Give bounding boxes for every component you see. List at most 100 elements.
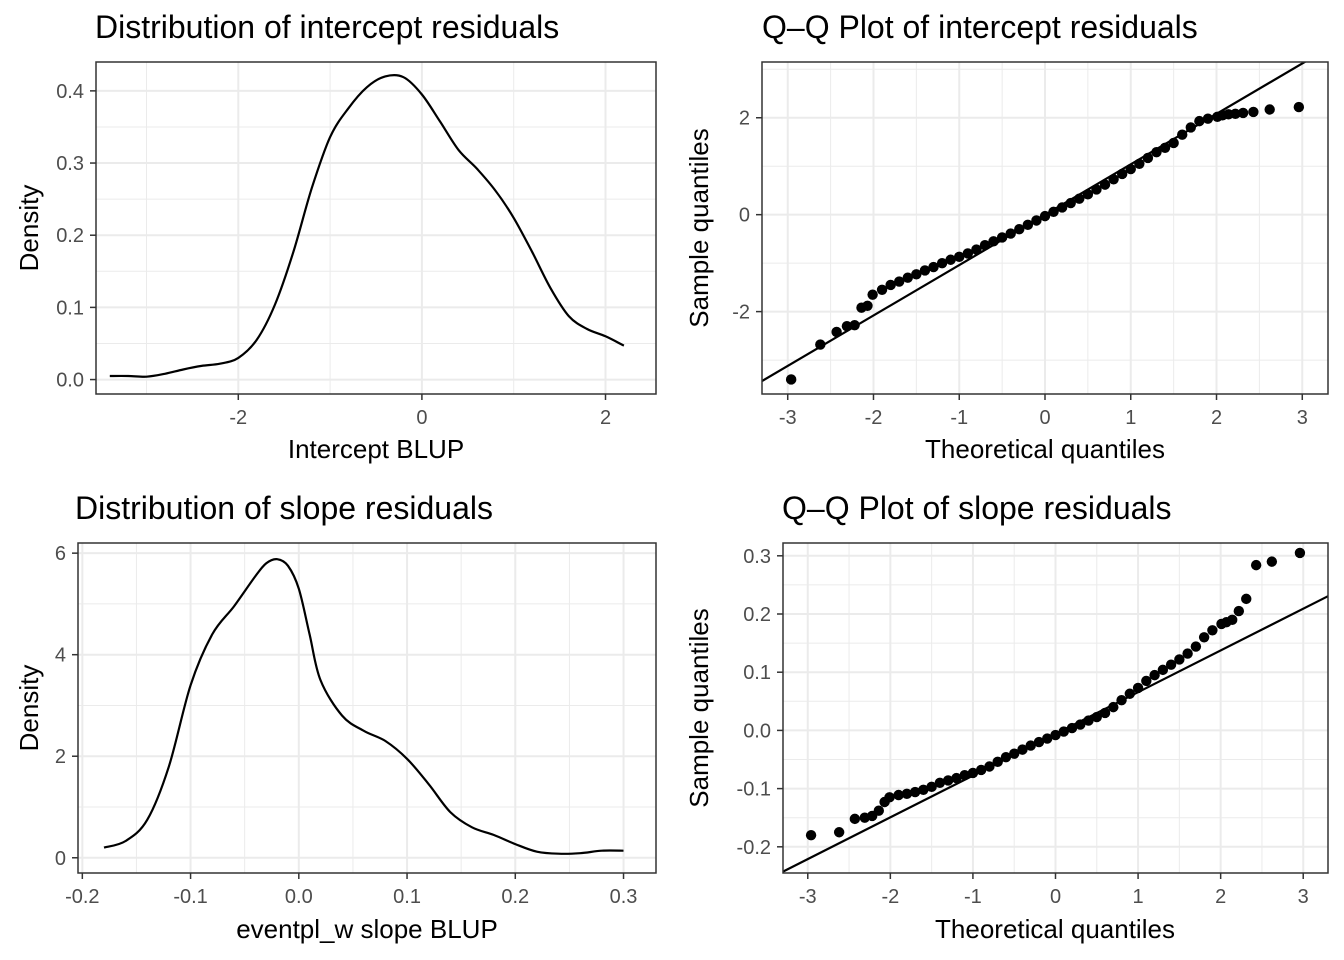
panel-intercept-density: Distribution of intercept residuals -2 0 2… <box>14 9 657 464</box>
gridlines <box>78 543 656 873</box>
qq-point <box>1025 740 1036 751</box>
qq-point <box>1227 614 1238 626</box>
panel-border <box>77 542 657 874</box>
qq-point <box>1014 224 1025 235</box>
qq-point <box>1074 193 1085 204</box>
qq-point <box>959 770 970 781</box>
qq-point <box>1177 129 1188 140</box>
qq-point <box>967 767 979 779</box>
qq-point <box>1091 184 1102 195</box>
qq-point <box>1250 559 1262 571</box>
y-tick-label: -2 <box>732 302 750 324</box>
qq-point <box>785 374 797 385</box>
y-tick-label: 0.1 <box>56 297 84 319</box>
qq-point <box>926 781 937 793</box>
qq-point <box>1083 715 1094 726</box>
x-tick-label: 0.1 <box>393 886 421 908</box>
x-axis-title: Intercept BLUP <box>288 434 464 464</box>
qq-point <box>1075 719 1086 730</box>
qq-point <box>1134 158 1145 169</box>
gridlines <box>96 62 656 394</box>
qq-point <box>1194 115 1205 127</box>
y-tick-label: 2 <box>55 746 66 768</box>
qq-point <box>1017 744 1028 755</box>
qq-point <box>1237 107 1249 119</box>
qq-point <box>979 240 991 251</box>
qq-point <box>1207 625 1218 636</box>
qq-point <box>984 761 995 772</box>
x-axis-title: Theoretical quantiles <box>935 914 1175 944</box>
y-tick-label: 0.3 <box>56 153 84 175</box>
qq-point <box>951 772 962 784</box>
qq-point <box>849 813 861 825</box>
qq-point <box>1124 688 1136 699</box>
density-curve <box>103 558 624 855</box>
y-tick-label: 0 <box>55 848 66 870</box>
qq-point <box>885 279 896 291</box>
qq-point <box>1066 722 1078 734</box>
qq-point <box>1142 152 1154 164</box>
x-tick-label: -0.1 <box>173 886 207 908</box>
qq-point <box>1132 682 1144 694</box>
qq-point <box>1000 751 1012 763</box>
qq-point <box>1233 605 1245 617</box>
y-tick-label: -0.2 <box>737 837 771 859</box>
qq-point <box>962 248 974 259</box>
qq-point <box>1005 228 1016 239</box>
qq-point <box>1116 168 1128 180</box>
qq-point <box>1174 654 1185 665</box>
qq-point <box>867 289 878 300</box>
x-tick-label: 0.3 <box>610 886 638 908</box>
qq-point <box>945 254 956 265</box>
x-tick-label: -2 <box>881 886 899 908</box>
qq-point <box>1141 675 1152 687</box>
x-tick-label: 0.2 <box>501 886 529 908</box>
qq-point <box>928 261 939 273</box>
qq-point <box>1009 748 1020 759</box>
qq-point <box>1185 122 1196 133</box>
qq-series <box>783 547 1328 873</box>
y-axis-title: Density <box>14 665 44 752</box>
qq-point <box>1241 593 1252 605</box>
qq-point <box>1294 547 1306 559</box>
qq-point <box>954 251 965 263</box>
density-series <box>109 73 625 378</box>
qq-point <box>919 265 931 276</box>
qq-point <box>918 784 929 795</box>
panel-border <box>95 61 657 395</box>
y-tick-label: 6 <box>55 543 66 565</box>
y-tick-label: 0.2 <box>743 604 771 626</box>
qq-point <box>901 788 913 800</box>
qq-point <box>876 284 888 295</box>
y-tick-label: 0.1 <box>743 662 771 684</box>
x-tick-label: 0 <box>1050 886 1061 908</box>
x-tick-label: 2 <box>1215 886 1226 908</box>
qq-point <box>862 300 873 311</box>
panel-intercept-qq: Q–Q Plot of intercept residuals -3 -2 -1 0 1… <box>684 9 1329 464</box>
x-tick-label: 2 <box>1211 407 1222 429</box>
gridlines <box>762 62 1328 394</box>
y-tick-label: 0.2 <box>56 225 84 247</box>
qq-point <box>1198 632 1210 643</box>
qq-point <box>833 827 845 838</box>
y-tick-label: 0.3 <box>743 546 771 568</box>
axes: -2 0 2 0.0 0.1 0.2 0.3 0.4 <box>56 81 611 429</box>
x-tick-label: -1 <box>964 886 982 908</box>
qq-point <box>1056 202 1068 213</box>
y-tick-label: 0.0 <box>743 720 771 742</box>
chart-title: Distribution of slope residuals <box>75 490 493 526</box>
qq-point <box>1039 210 1051 222</box>
qq-point <box>996 232 1008 243</box>
qq-point <box>911 269 922 280</box>
qq-point <box>841 320 853 332</box>
qq-point <box>1033 736 1045 748</box>
chart-title: Q–Q Plot of intercept residuals <box>762 9 1198 45</box>
qq-point <box>831 326 842 338</box>
qq-point <box>1293 101 1305 113</box>
x-tick-label: -2 <box>865 407 883 429</box>
qq-point <box>975 764 987 776</box>
x-tick-label: 1 <box>1133 886 1144 908</box>
x-tick-label: 0 <box>1039 407 1050 429</box>
qq-point <box>1264 104 1275 115</box>
